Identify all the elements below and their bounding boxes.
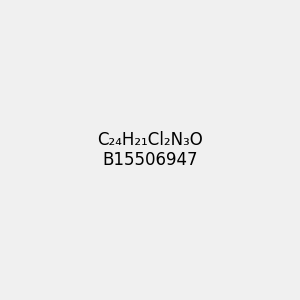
Text: C₂₄H₂₁Cl₂N₃O
B15506947: C₂₄H₂₁Cl₂N₃O B15506947: [97, 130, 203, 170]
